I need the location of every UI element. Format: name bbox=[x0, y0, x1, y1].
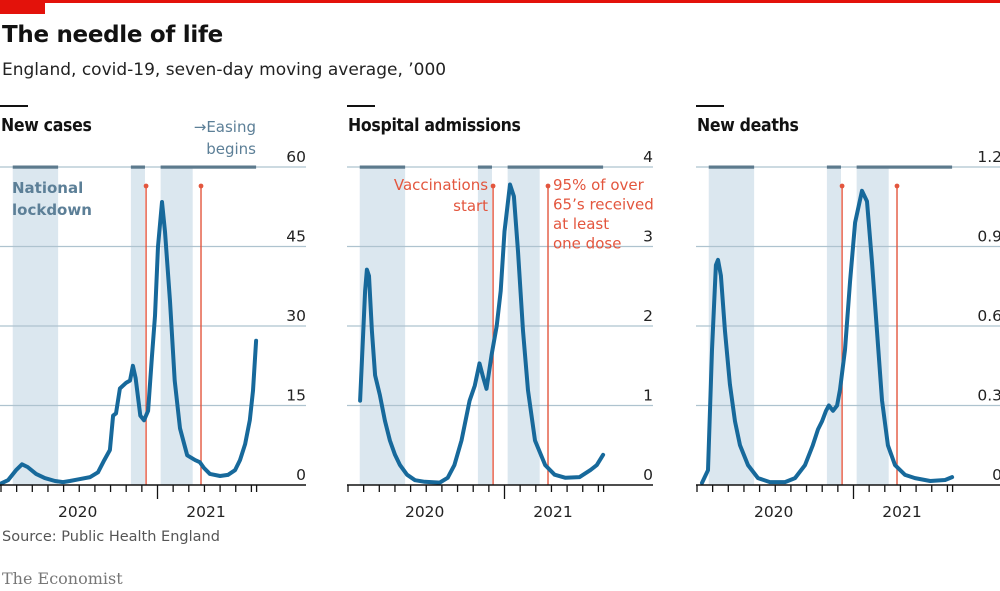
y-tick-label: 15 bbox=[286, 387, 306, 405]
x-tick-label: 2021 bbox=[186, 503, 225, 521]
easing-annotation: →Easing bbox=[194, 118, 256, 136]
series-line bbox=[0, 200, 259, 486]
easing-annotation: begins bbox=[206, 140, 256, 158]
panel-title: Hospital admissions bbox=[348, 116, 521, 136]
y-tick-label: 0 bbox=[992, 466, 1000, 484]
lockdown-annotation: National bbox=[12, 179, 83, 197]
lockdown-period-bar bbox=[160, 165, 257, 169]
over65-annotation: at least bbox=[553, 215, 609, 233]
event-marker-dot bbox=[545, 183, 551, 189]
plot-hospital-admissions: 0 1 2 3 4 2020 2021 Vaccinations start 95% of ove… bbox=[347, 148, 654, 521]
lockdown-period-bar bbox=[477, 165, 492, 169]
x-tick-label: 2021 bbox=[533, 503, 572, 521]
x-tick-label: 2020 bbox=[405, 503, 444, 521]
lockdown-period-bar bbox=[826, 165, 841, 169]
series-line bbox=[358, 182, 606, 485]
y-tick-label: 0 bbox=[296, 466, 306, 484]
y-tick-label: 1.2 bbox=[977, 148, 1000, 166]
series-line bbox=[700, 188, 955, 485]
x-tick-label: 2020 bbox=[58, 503, 97, 521]
panel-rule bbox=[0, 105, 28, 107]
panel-rule bbox=[696, 105, 724, 107]
panel-hospital-admissions: Hospital admissions 0 1 2 3 4 2020 2021 Vaccina… bbox=[347, 100, 667, 521]
panel-title: New cases bbox=[1, 116, 92, 136]
vaccinations-annotation: start bbox=[453, 197, 488, 215]
brand-red-tab bbox=[0, 0, 45, 14]
y-tick-label: 3 bbox=[643, 228, 653, 246]
y-tick-label: 0 bbox=[643, 466, 653, 484]
event-marker-dot bbox=[490, 183, 496, 189]
plot-new-deaths: 0 0.3 0.6 0.9 1.2 2020 2021 bbox=[696, 148, 1000, 521]
panel-rule bbox=[347, 105, 375, 107]
panel-title: New deaths bbox=[697, 116, 799, 136]
over65-annotation: 65’s received bbox=[553, 196, 654, 214]
lockdown-period-bar bbox=[359, 165, 406, 169]
lockdown-annotation: lockdown bbox=[12, 201, 92, 219]
vaccinations-annotation: Vaccinations bbox=[394, 176, 488, 194]
brand-top-rule bbox=[0, 0, 1000, 3]
lockdown-period-bar bbox=[12, 165, 59, 169]
lockdown-period-bar bbox=[856, 165, 953, 169]
over65-annotation: one dose bbox=[553, 235, 621, 253]
chart-subtitle: England, covid-19, seven-day moving aver… bbox=[2, 60, 447, 80]
x-tick-label: 2020 bbox=[754, 503, 793, 521]
plot-new-cases: 0 15 30 45 60 2020 2021 National lockdown →Easing… bbox=[0, 118, 306, 521]
x-tick-label: 2021 bbox=[882, 503, 921, 521]
lockdown-period-bar bbox=[507, 165, 604, 169]
event-marker-dot bbox=[198, 183, 204, 189]
y-tick-label: 0.9 bbox=[977, 228, 1000, 246]
lockdown-period-bar bbox=[130, 165, 145, 169]
chart-title: The needle of life bbox=[2, 22, 223, 48]
lockdown-period-bar bbox=[708, 165, 755, 169]
panel-new-cases: New cases 0 15 30 45 60 2020 2021 National lockd… bbox=[0, 100, 320, 521]
over65-annotation: 95% of over bbox=[553, 176, 645, 194]
y-tick-label: 0.3 bbox=[977, 387, 1000, 405]
event-marker-dot bbox=[839, 183, 845, 189]
y-tick-label: 0.6 bbox=[977, 307, 1000, 325]
source-note: Source: Public Health England bbox=[2, 529, 220, 545]
event-marker-dot bbox=[143, 183, 149, 189]
panel-new-deaths: New deaths 0 0.3 0.6 0.9 1.2 2020 2021 bbox=[696, 100, 1000, 521]
y-tick-label: 30 bbox=[286, 307, 306, 325]
y-tick-label: 45 bbox=[286, 228, 306, 246]
economist-logo: The Economist bbox=[2, 569, 123, 588]
y-tick-label: 1 bbox=[643, 387, 653, 405]
y-tick-label: 4 bbox=[643, 148, 653, 166]
event-marker-dot bbox=[894, 183, 900, 189]
y-tick-label: 60 bbox=[286, 148, 306, 166]
y-tick-label: 2 bbox=[643, 307, 653, 325]
